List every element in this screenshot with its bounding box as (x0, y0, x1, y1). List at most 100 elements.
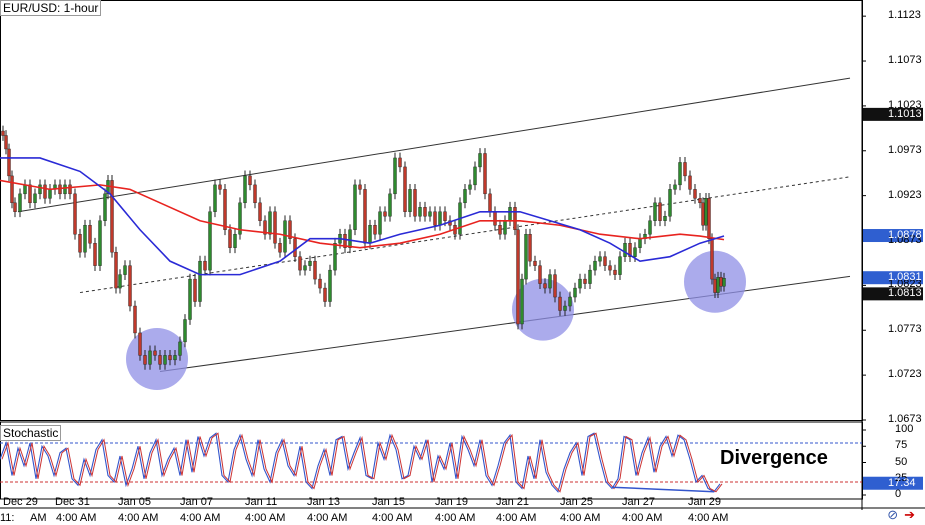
candle-body (598, 256, 602, 262)
candle-body (593, 260, 597, 271)
price-badge-bg (863, 271, 923, 285)
time-label: 4:00 AM (307, 512, 348, 524)
candle-body (143, 355, 147, 365)
candle-body (403, 166, 407, 212)
candle-body (73, 193, 77, 235)
candle-body (38, 184, 42, 195)
candle-body (663, 216, 667, 221)
candle-body (223, 189, 227, 230)
candle-body (283, 220, 287, 253)
candle-body (603, 256, 607, 266)
candle-body (138, 332, 142, 356)
price-badge-label: 1.0831 (888, 271, 922, 284)
price-tick-label: 1.0923 (888, 188, 922, 201)
time-label: AM (30, 512, 47, 524)
price-tick-label: 1.1073 (888, 54, 922, 67)
candle-body (393, 157, 397, 195)
candle-body (28, 184, 32, 204)
candle-body (333, 243, 337, 271)
date-label: Jan 21 (496, 496, 530, 508)
candle-body (63, 184, 67, 195)
toolbar-icons: ⊘ ➔ (881, 507, 915, 523)
stoch-tick-label: 50 (895, 455, 908, 468)
candle-body (298, 256, 302, 271)
candle-body (668, 189, 672, 217)
time-label: 4:00 AM (560, 512, 601, 524)
candle-body (423, 207, 427, 217)
candle-body (707, 198, 711, 239)
candle-body (98, 220, 102, 266)
candle-body (358, 184, 362, 190)
candle-body (710, 238, 714, 280)
candle-body (188, 278, 192, 320)
candle-body (278, 243, 282, 253)
candle-body (653, 202, 657, 221)
candle-body (473, 166, 477, 186)
candle-body (488, 193, 492, 212)
candle-body (608, 265, 612, 271)
candle-body (688, 175, 692, 190)
candle-body (678, 162, 682, 186)
candle-body (478, 153, 482, 168)
candle-body (43, 184, 47, 199)
candle-body (233, 234, 237, 248)
candle-body (313, 260, 317, 280)
price-tick-label: 1.0873 (888, 233, 922, 246)
candle-body (722, 278, 726, 287)
candle-body (158, 355, 162, 365)
candle-body (318, 278, 322, 289)
candle-body (413, 189, 417, 217)
arrow-icon[interactable]: ➔ (904, 507, 915, 522)
candle-body (88, 225, 92, 244)
candle-body (7, 148, 11, 177)
candle-body (443, 211, 447, 221)
candle-body (498, 225, 502, 235)
candle-body (383, 211, 387, 217)
stoch-d-line (1, 432, 723, 493)
candle-body (633, 247, 637, 257)
candle-body (568, 296, 572, 307)
candle-body (719, 277, 723, 287)
candle-body (613, 269, 617, 275)
candle-body (238, 202, 242, 235)
date-label: Jan 05 (118, 496, 152, 508)
candle-body (114, 251, 118, 289)
candle-body (648, 220, 652, 235)
candle-body (388, 193, 392, 217)
price-tick-label: 1.0673 (888, 413, 922, 425)
channel-upper-line (17, 77, 851, 213)
candle-body (658, 202, 662, 221)
stoch-k-line (0, 432, 721, 493)
candle-body (173, 355, 177, 361)
price-badge-label: 17.34 (888, 476, 916, 489)
link-icon[interactable]: ⊘ (887, 507, 899, 522)
candle-body (163, 355, 167, 365)
price-tick-label: 1.0973 (888, 143, 922, 156)
time-label: 4:00 AM (245, 512, 286, 524)
candle-body (638, 238, 642, 248)
candle-body (520, 278, 524, 325)
time-label: 4:00 AM (56, 512, 97, 524)
candle-body (213, 184, 217, 212)
time-label: 4:00 AM (118, 512, 159, 524)
candle-body (268, 211, 272, 235)
candle-body (308, 260, 312, 266)
candle-body (10, 175, 14, 204)
candle-body (253, 184, 257, 204)
candle-body (493, 211, 497, 226)
channel-lower-line (159, 275, 851, 373)
time-label: 4:00 AM (622, 512, 663, 524)
candle-body (348, 229, 352, 248)
time-label: 4:00 AM (435, 512, 476, 524)
candle-body (628, 243, 632, 257)
candle-body (103, 193, 107, 221)
candle-body (438, 211, 442, 226)
candle-body (563, 305, 567, 311)
candle-body (503, 220, 507, 235)
candle-body (273, 211, 277, 244)
price-tick-label: 1.0773 (888, 323, 922, 336)
candle-body (378, 211, 382, 235)
price-badge-label: 1.1013 (888, 107, 922, 120)
date-label: Jan 25 (560, 496, 594, 508)
candle-body (528, 234, 532, 262)
